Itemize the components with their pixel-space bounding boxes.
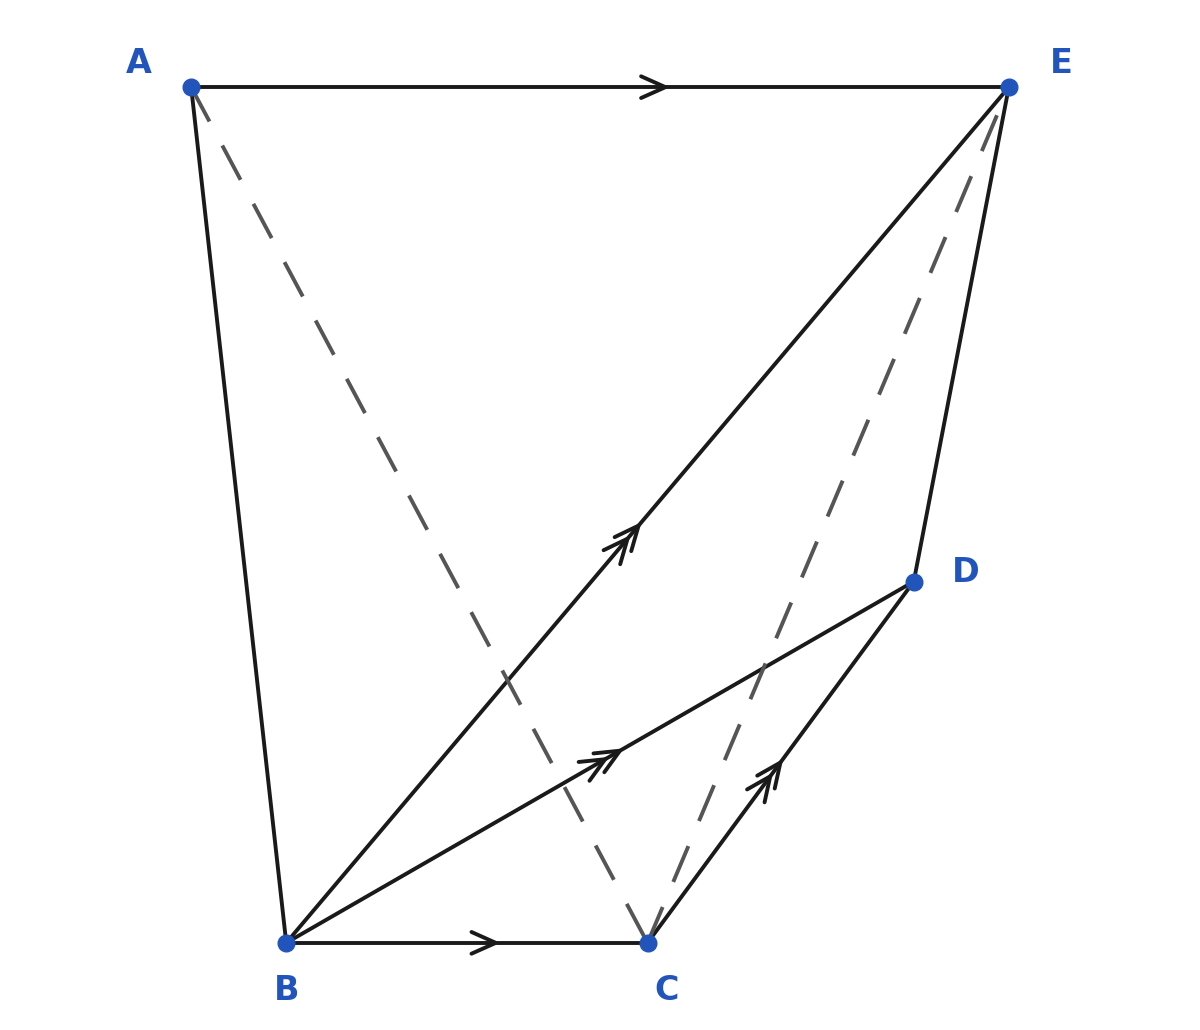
Text: E: E bbox=[1050, 47, 1073, 80]
Text: D: D bbox=[952, 555, 980, 588]
Text: B: B bbox=[274, 974, 299, 1007]
Text: A: A bbox=[126, 47, 152, 80]
Text: C: C bbox=[654, 974, 679, 1007]
